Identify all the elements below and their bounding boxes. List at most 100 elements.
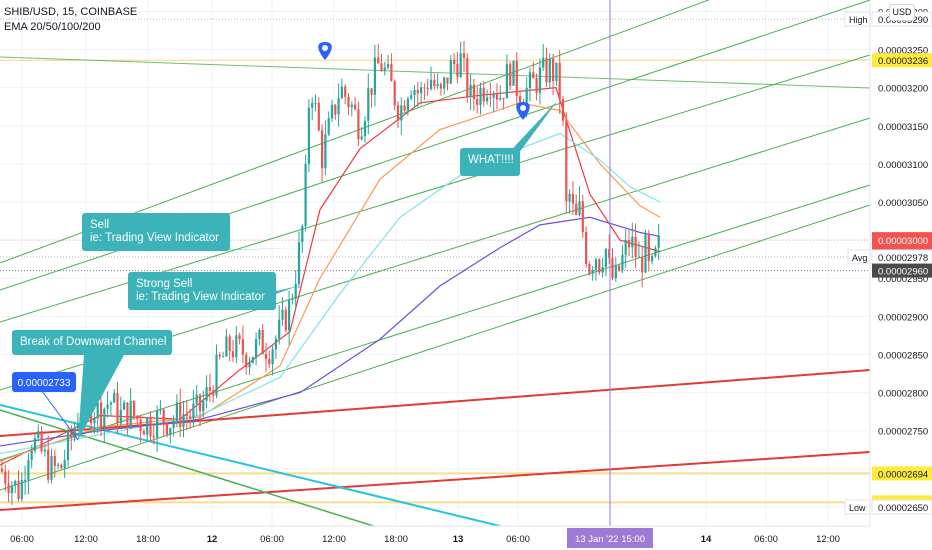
candle-body: [601, 266, 604, 273]
candle-body: [542, 57, 545, 68]
candle-body: [585, 232, 588, 264]
candle-body: [241, 339, 244, 355]
candle-body: [486, 97, 489, 102]
candle-body: [43, 449, 46, 452]
candle-body: [334, 104, 337, 115]
candle-body: [113, 393, 116, 403]
candle-body: [0, 468, 4, 472]
candle-body: [443, 77, 446, 89]
candle-body: [482, 87, 485, 102]
candle-body: [472, 84, 475, 100]
x-tick-label: 13: [453, 534, 464, 545]
candle-body: [57, 464, 60, 467]
price-label-value: 0.00003236: [878, 56, 928, 67]
candle-body: [614, 265, 617, 279]
candle-body: [555, 62, 558, 82]
sell-callout-text: Sell: [90, 219, 109, 231]
x-tick-label: 06:00: [10, 534, 34, 545]
price-label-tag: [844, 11, 871, 27]
candle-body: [70, 432, 73, 438]
x-tick-label: 18:00: [136, 534, 160, 545]
candle-body: [281, 309, 284, 320]
y-tick-label: 0.00003150: [878, 122, 928, 133]
candle-body: [509, 64, 512, 86]
x-tick-label: 12:00: [322, 534, 346, 545]
candle-body: [406, 98, 409, 111]
strong-sell-callout-text: ie: Trading View Indicator: [136, 291, 265, 303]
candle-body: [657, 236, 660, 248]
price-label-value: 0.00002960: [878, 267, 928, 278]
candle-body: [208, 387, 211, 391]
candle-body: [449, 59, 452, 84]
candle-body: [212, 390, 215, 396]
candle-body: [558, 62, 561, 100]
strong-sell-callout-text: Strong Sell: [136, 278, 192, 290]
candle-body: [103, 408, 106, 428]
candle-body: [109, 402, 112, 405]
candle-body: [149, 418, 152, 437]
what-callout: [460, 148, 520, 176]
candle-body: [215, 354, 218, 396]
candle-body: [152, 436, 155, 438]
candle-body: [251, 357, 254, 363]
candle-body: [123, 402, 126, 410]
candle-body: [321, 130, 324, 169]
candle-body: [17, 480, 20, 500]
price-label-badge: [872, 263, 932, 278]
candle-body: [654, 247, 657, 256]
candle-body: [462, 53, 466, 58]
candle-body: [552, 58, 555, 82]
candle-body: [367, 88, 370, 121]
time-axis: 06:00 12:00 18:00 12 06:00 12:00 18:00 13 06:00 1…: [0, 525, 932, 550]
candle-body: [60, 464, 63, 469]
candle-body: [466, 57, 469, 98]
candle-body: [337, 98, 340, 115]
candle-body: [373, 57, 376, 95]
y-tick-label: 0.00003050: [878, 198, 928, 209]
red-trendline: [0, 451, 871, 511]
candle-body: [479, 87, 482, 105]
indicator-legend: EMA 20/50/100/200: [4, 21, 101, 33]
price-label-name: Low: [849, 503, 866, 513]
candle-body: [294, 284, 297, 299]
ema-line: [0, 132, 661, 455]
candle-body: [416, 89, 419, 94]
candle-body: [538, 67, 541, 93]
candle-body: [413, 89, 416, 96]
downtrend-line: [0, 409, 381, 529]
y-tick-label: 0.00002900: [878, 312, 928, 323]
candle-body: [165, 423, 169, 435]
candle-body: [255, 339, 258, 358]
price-tag-connector: [41, 390, 79, 441]
y-tick-label: 0.00002950: [878, 274, 928, 285]
candle-body: [495, 94, 499, 100]
candle-body: [575, 203, 578, 215]
candle-body: [354, 104, 357, 110]
sell-callout: [82, 213, 230, 251]
candle-body: [314, 102, 317, 104]
ema-line: [0, 102, 661, 462]
candle-body: [264, 353, 268, 360]
channel-line: [0, 204, 871, 491]
candle-body: [304, 163, 307, 227]
candle-body: [469, 84, 472, 98]
price-label-tag: [844, 499, 871, 515]
candle-body: [30, 450, 33, 460]
candle-body: [651, 255, 654, 262]
x-tick-label: 12:00: [816, 534, 840, 545]
candle-body: [436, 84, 439, 87]
price-label-name: High: [849, 15, 868, 25]
candle-body: [139, 419, 142, 431]
candle-body: [192, 403, 195, 419]
candle-body: [4, 471, 7, 484]
candle-body: [347, 96, 350, 108]
x-tick-label: 12:00: [74, 534, 98, 545]
what-callout-text: WHAT!!!!: [468, 154, 514, 166]
currency-button[interactable]: USD: [889, 4, 915, 21]
x-tick-label: 06:00: [506, 534, 530, 545]
price-label-badge: [872, 53, 932, 68]
candle-body: [50, 455, 53, 480]
candle-body: [205, 387, 208, 401]
price-label-value: 0.00002694: [878, 469, 928, 480]
candles: [0, 41, 660, 506]
